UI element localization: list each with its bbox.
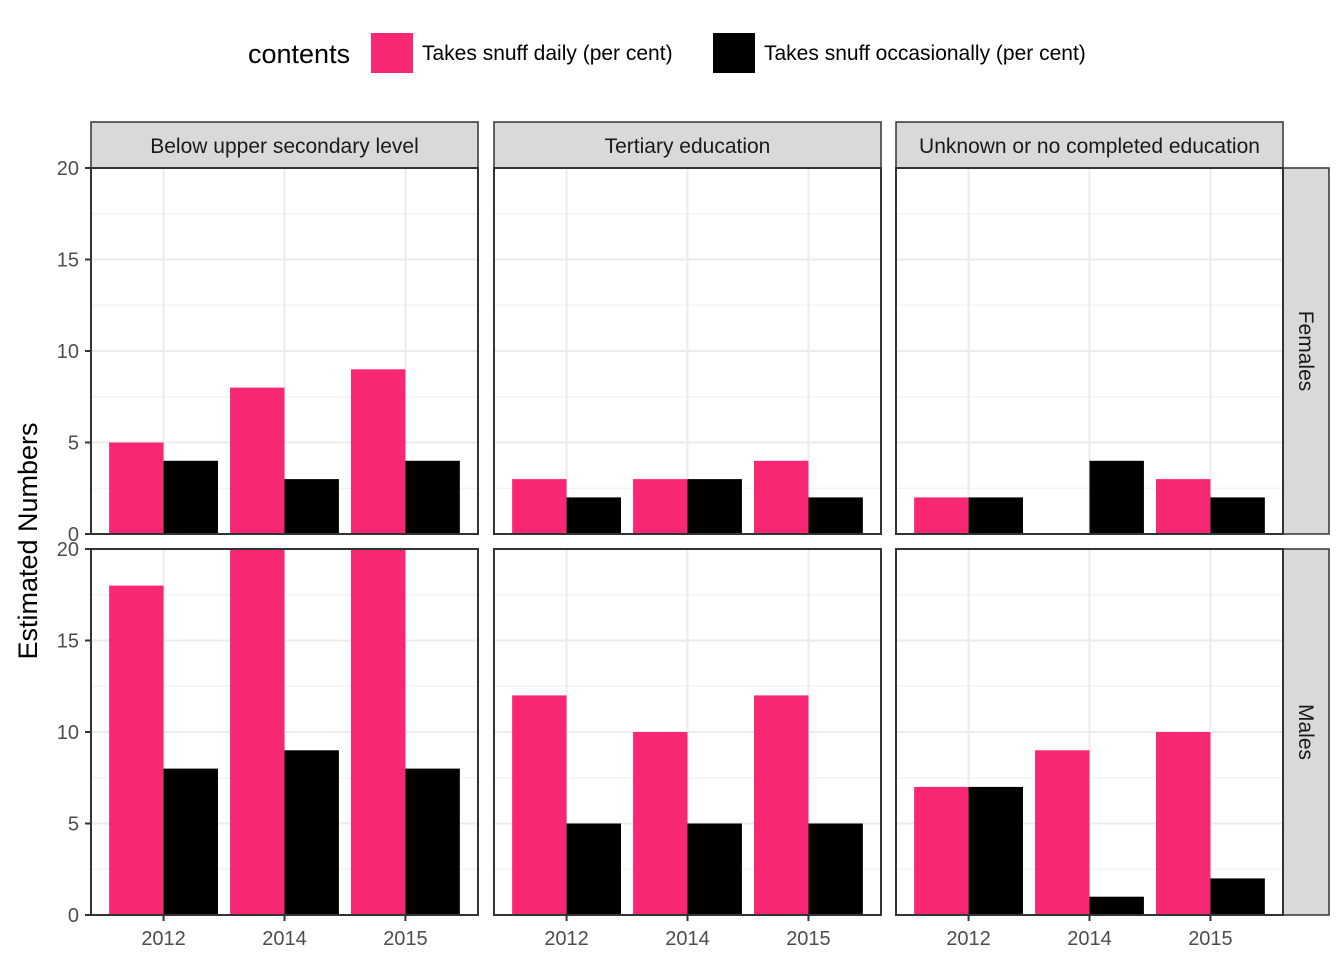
strip-tertiary-education xyxy=(493,121,882,169)
bar-takes-snuff-occasionally-per-cent-2015 xyxy=(808,497,863,534)
bar-takes-snuff-occasionally-per-cent-2014 xyxy=(1089,896,1144,915)
x-tick-label: 2015 xyxy=(1188,928,1233,950)
panel-females-tertiary-education xyxy=(493,167,882,535)
strip-label-unknown-or-no-completed-education: Unknown or no completed education xyxy=(919,135,1260,158)
legend-key-occasionally xyxy=(713,33,755,73)
y-tick-label: 15 xyxy=(57,631,79,653)
bar-takes-snuff-occasionally-per-cent-2012 xyxy=(566,497,621,534)
strip-label-below-upper-secondary-level: Below upper secondary level xyxy=(150,135,419,158)
panel-males-unknown-or-no-completed-education xyxy=(895,548,1284,916)
bar-takes-snuff-occasionally-per-cent-2014 xyxy=(1089,460,1144,534)
bar-takes-snuff-occasionally-per-cent-2014 xyxy=(687,479,742,534)
bar-takes-snuff-daily-per-cent-2014 xyxy=(633,479,688,534)
facet-panels: Below upper secondary level Tertiary educ… xyxy=(57,121,1330,950)
strip-label-females: Females xyxy=(1294,311,1317,392)
bar-takes-snuff-daily-per-cent-2015 xyxy=(351,549,406,915)
bar-takes-snuff-daily-per-cent-2012 xyxy=(914,497,969,534)
panel-females-below-upper-secondary-level xyxy=(90,167,479,535)
bar-takes-snuff-occasionally-per-cent-2012 xyxy=(968,497,1023,534)
panel-males-tertiary-education xyxy=(493,548,882,916)
bar-takes-snuff-occasionally-per-cent-2014 xyxy=(284,750,339,915)
y-tick-label: 5 xyxy=(68,814,79,836)
bar-takes-snuff-occasionally-per-cent-2015 xyxy=(405,768,460,915)
bar-takes-snuff-daily-per-cent-2015 xyxy=(1156,732,1211,915)
bar-takes-snuff-occasionally-per-cent-2012 xyxy=(163,768,218,915)
bar-takes-snuff-occasionally-per-cent-2014 xyxy=(284,479,339,534)
panel-males-below-upper-secondary-level xyxy=(90,548,479,916)
bar-takes-snuff-daily-per-cent-2014 xyxy=(230,387,285,534)
bar-takes-snuff-daily-per-cent-2014 xyxy=(1035,750,1090,915)
bar-takes-snuff-daily-per-cent-2012 xyxy=(512,479,567,534)
bar-takes-snuff-occasionally-per-cent-2014 xyxy=(687,823,742,915)
y-axis-title: Estimated Numbers xyxy=(13,422,43,659)
strip-label-males: Males xyxy=(1294,704,1317,760)
legend-label-occasionally: Takes snuff occasionally (per cent) xyxy=(764,42,1086,65)
bar-takes-snuff-occasionally-per-cent-2012 xyxy=(968,786,1023,915)
bar-takes-snuff-daily-per-cent-2012 xyxy=(914,786,969,915)
bar-takes-snuff-daily-per-cent-2014 xyxy=(230,549,285,915)
bar-takes-snuff-daily-per-cent-2015 xyxy=(754,460,809,534)
strip-below-upper-secondary-level xyxy=(90,121,479,169)
bar-takes-snuff-occasionally-per-cent-2015 xyxy=(1210,497,1265,534)
x-tick-label: 2012 xyxy=(946,928,991,950)
bar-takes-snuff-daily-per-cent-2015 xyxy=(754,695,809,915)
bar-takes-snuff-occasionally-per-cent-2015 xyxy=(405,460,460,534)
x-tick-label: 2015 xyxy=(383,928,428,950)
y-tick-label: 10 xyxy=(57,341,79,363)
bar-takes-snuff-daily-per-cent-2014 xyxy=(633,732,688,915)
legend-title: contents xyxy=(248,39,350,69)
x-tick-label: 2012 xyxy=(141,928,186,950)
bar-takes-snuff-daily-per-cent-2015 xyxy=(1156,479,1211,534)
bar-takes-snuff-daily-per-cent-2012 xyxy=(109,585,164,915)
strip-unknown-or-no-completed-education xyxy=(895,121,1284,169)
panel-females-unknown-or-no-completed-education xyxy=(895,167,1284,535)
bar-takes-snuff-occasionally-per-cent-2012 xyxy=(566,823,621,915)
bar-takes-snuff-occasionally-per-cent-2015 xyxy=(808,823,863,915)
x-tick-label: 2014 xyxy=(665,928,710,950)
x-tick-label: 2014 xyxy=(262,928,307,950)
strip-label-tertiary-education: Tertiary education xyxy=(605,135,771,158)
bar-takes-snuff-occasionally-per-cent-2015 xyxy=(1210,878,1265,915)
bar-takes-snuff-occasionally-per-cent-2012 xyxy=(163,460,218,534)
panel-border xyxy=(895,167,1284,535)
y-tick-label: 5 xyxy=(68,433,79,455)
y-tick-label: 15 xyxy=(57,250,79,272)
legend: contents Takes snuff daily (per cent) Ta… xyxy=(248,33,1086,73)
x-tick-label: 2012 xyxy=(544,928,589,950)
x-tick-label: 2014 xyxy=(1067,928,1112,950)
panel-border xyxy=(493,167,882,535)
y-tick-label: 20 xyxy=(57,539,79,561)
y-tick-label: 10 xyxy=(57,722,79,744)
y-tick-label: 20 xyxy=(57,158,79,180)
x-tick-label: 2015 xyxy=(786,928,831,950)
legend-label-daily: Takes snuff daily (per cent) xyxy=(422,42,673,65)
bar-takes-snuff-daily-per-cent-2015 xyxy=(351,369,406,534)
y-tick-label: 0 xyxy=(68,905,79,927)
legend-key-daily xyxy=(371,33,413,73)
bar-takes-snuff-daily-per-cent-2012 xyxy=(512,695,567,915)
bar-takes-snuff-daily-per-cent-2012 xyxy=(109,442,164,534)
strip-males xyxy=(1282,548,1330,916)
y-tick-label: 0 xyxy=(68,524,79,546)
